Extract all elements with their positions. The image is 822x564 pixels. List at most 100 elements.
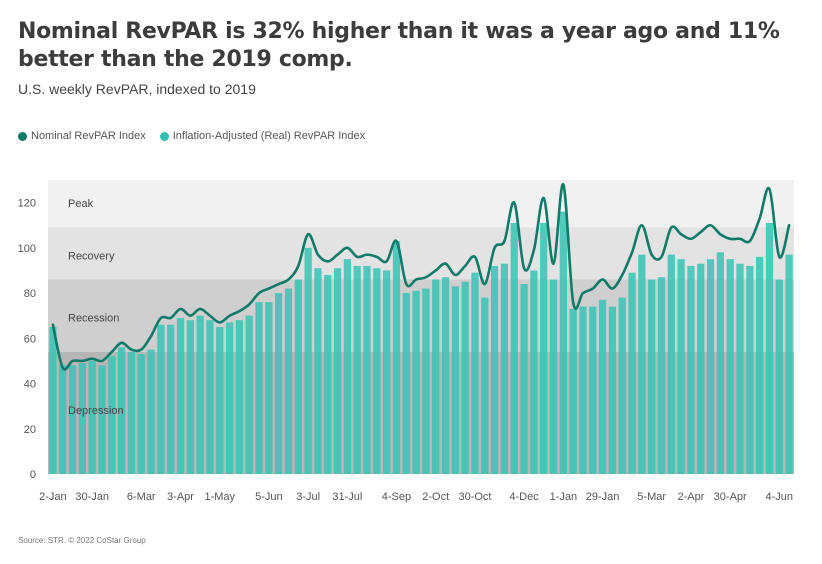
bar-real-24	[284, 288, 293, 474]
x-tick-4-sep: 4-Sep	[382, 491, 411, 503]
bar-real-66	[697, 263, 705, 474]
bar-real-25	[294, 279, 302, 474]
bar-real-45	[490, 265, 499, 474]
legend-label-nominal: Nominal RevPAR Index	[31, 130, 146, 142]
bar-real-56	[598, 299, 607, 474]
bar-real-39	[432, 279, 440, 474]
bar-real-11	[157, 324, 165, 474]
bar-real-16	[206, 320, 214, 474]
bar-real-70	[736, 263, 744, 474]
bar-real-72	[756, 256, 764, 474]
x-tick-2-apr: 2-Apr	[677, 491, 704, 503]
bar-real-54	[579, 306, 587, 474]
bar-real-36	[402, 293, 410, 474]
bar-real-32	[363, 265, 371, 474]
bar-real-55	[589, 306, 597, 474]
bar-real-23	[275, 293, 283, 474]
x-tick-1-jan: 1-Jan	[550, 491, 578, 503]
bar-real-19	[235, 320, 244, 474]
source-note: Source: STR. © 2022 CoStar Group	[18, 536, 146, 545]
legend-item-nominal: Nominal RevPAR Index	[18, 130, 146, 142]
band-label-recession: Recession	[68, 313, 119, 325]
bar-real-5	[98, 365, 106, 474]
line-nominal	[51, 183, 791, 371]
bar-real-69	[726, 259, 734, 474]
legend-label-real: Inflation-Adjusted (Real) RevPAR Index	[172, 130, 366, 142]
y-tick-80: 80	[24, 288, 36, 300]
bar-real-26	[304, 247, 312, 474]
bar-real-41	[451, 286, 459, 474]
bar-real-40	[441, 277, 450, 474]
bar-real-29	[333, 268, 342, 474]
legend-marker-nominal	[18, 131, 27, 141]
bar-real-0	[49, 327, 57, 474]
x-tick-30-apr: 30-Apr	[714, 491, 747, 503]
chart-subtitle: U.S. weekly RevPAR, indexed to 2019	[18, 81, 256, 97]
bar-real-60	[638, 254, 646, 474]
bar-real-53	[569, 308, 577, 474]
bar-real-21	[255, 302, 263, 474]
bar-real-30	[343, 259, 352, 474]
bar-real-50	[540, 222, 548, 474]
bar-real-74	[775, 279, 783, 474]
bar-real-14	[186, 320, 194, 474]
bar-real-64	[677, 259, 685, 474]
bar-real-75	[785, 254, 793, 474]
bar-real-63	[667, 254, 675, 474]
x-tick-2-oct: 2-Oct	[422, 491, 449, 503]
bar-real-27	[314, 268, 322, 474]
y-tick-20: 20	[24, 424, 36, 436]
band-peak	[48, 180, 794, 228]
bar-real-18	[225, 322, 234, 474]
y-tick-100: 100	[18, 243, 36, 255]
band-label-depression: Depression	[68, 405, 124, 417]
x-tick-30-oct: 30-Oct	[458, 491, 491, 503]
y-tick-40: 40	[24, 379, 36, 391]
x-tick-3-apr: 3-Apr	[167, 491, 194, 503]
bar-real-31	[353, 265, 361, 474]
bar-real-59	[628, 272, 636, 474]
chart-title: Nominal RevPAR is 32% higher than it was…	[18, 19, 780, 72]
x-tick-6-mar: 6-Mar	[127, 491, 156, 503]
bar-real-33	[373, 268, 381, 474]
bar-real-49	[530, 270, 538, 474]
bar-real-57	[608, 306, 617, 474]
bar-real-4	[88, 360, 96, 474]
bar-real-42	[461, 281, 469, 474]
bar-real-67	[706, 259, 715, 474]
x-tick-5-jun: 5-Jun	[255, 491, 283, 503]
legend-item-real: Inflation-Adjusted (Real) RevPAR Index	[159, 130, 366, 142]
bar-real-34	[383, 270, 391, 474]
x-tick-1-may: 1-May	[204, 491, 235, 503]
bar-real-61	[648, 279, 656, 474]
bar-real-44	[481, 297, 489, 474]
y-tick-60: 60	[24, 333, 36, 345]
x-tick-3-jul: 3-Jul	[296, 491, 320, 503]
bar-real-1	[59, 365, 67, 474]
bar-real-22	[265, 302, 273, 474]
band-label-peak: Peak	[68, 198, 94, 210]
bar-real-3	[78, 363, 86, 474]
bar-real-71	[746, 265, 754, 474]
x-tick-2-jan: 2-Jan	[39, 491, 67, 503]
bar-real-47	[510, 222, 518, 474]
bar-real-12	[167, 324, 175, 474]
bar-real-38	[422, 288, 430, 474]
bar-real-52	[559, 211, 567, 474]
bar-real-35	[392, 241, 401, 474]
bar-real-8	[127, 351, 136, 474]
bar-real-37	[412, 290, 420, 474]
x-tick-31-jul: 31-Jul	[332, 491, 362, 503]
bar-real-20	[245, 315, 253, 474]
bar-real-13	[176, 317, 185, 474]
y-tick-0: 0	[30, 469, 36, 481]
bar-real-17	[216, 327, 224, 474]
bar-real-68	[716, 252, 725, 474]
y-tick-120: 120	[18, 198, 36, 210]
bar-real-9	[137, 354, 145, 474]
x-tick-29-jan: 29-Jan	[586, 491, 620, 503]
legend: Nominal RevPAR Index Inflation-Adjusted …	[18, 130, 365, 142]
bar-real-62	[657, 277, 666, 474]
legend-marker-real	[159, 131, 169, 141]
